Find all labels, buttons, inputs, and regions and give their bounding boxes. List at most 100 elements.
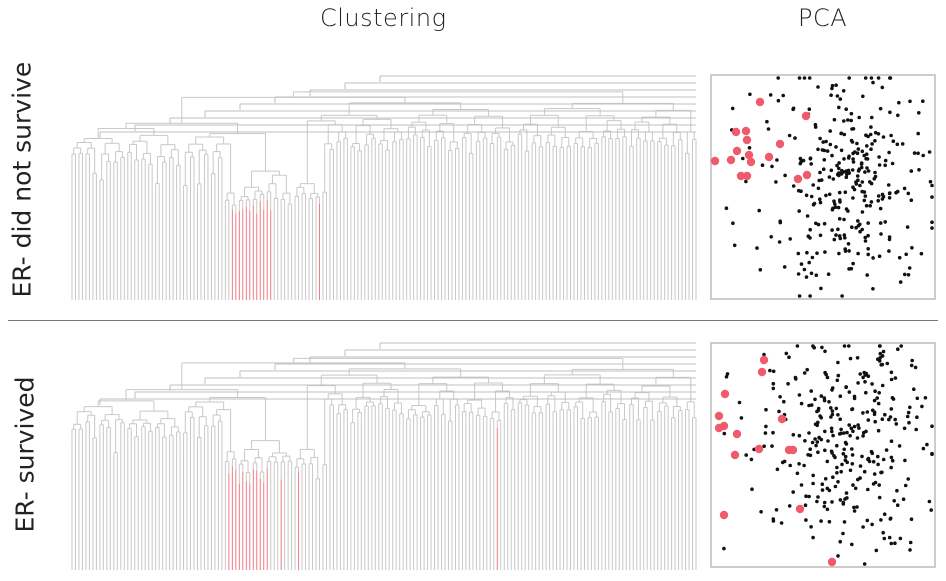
pca-point <box>846 118 850 122</box>
pca-point <box>816 406 821 411</box>
pca-point <box>829 426 834 431</box>
pca-point <box>822 221 827 226</box>
pca-highlight-point <box>775 139 785 149</box>
pca-point <box>908 99 912 104</box>
pca-point <box>865 410 870 414</box>
pca-point <box>799 262 804 266</box>
pca-point <box>877 391 881 395</box>
pca-point <box>909 198 914 202</box>
pca-point <box>834 145 838 149</box>
pca-point <box>818 233 823 238</box>
pca-point <box>905 225 910 229</box>
pca-point <box>880 417 885 422</box>
pca-point <box>876 198 880 203</box>
pca-point <box>855 356 860 360</box>
pca-point <box>865 518 870 523</box>
pca-point <box>912 387 916 392</box>
pca-point <box>837 432 842 436</box>
pca-point <box>744 179 748 184</box>
pca-point <box>899 344 903 348</box>
pca-point <box>850 225 854 229</box>
pca-highlight-point <box>741 126 751 136</box>
pca-point <box>830 388 834 392</box>
pca-point <box>776 98 781 103</box>
pca-point <box>816 186 821 191</box>
pca-point <box>860 210 865 214</box>
pca-point <box>878 106 883 111</box>
pca-point <box>855 436 860 440</box>
pca-point <box>865 144 869 148</box>
pca-point <box>838 539 842 544</box>
pca-point <box>851 127 856 131</box>
pca-point <box>862 469 867 474</box>
pca-point <box>814 221 818 226</box>
pca-point <box>770 444 774 448</box>
pca-point <box>764 407 768 412</box>
pca-point <box>808 294 812 298</box>
pca-point <box>838 198 842 202</box>
pca-point <box>779 521 784 525</box>
pca-point <box>811 535 815 540</box>
pca-point <box>819 437 824 442</box>
pca-point <box>847 344 851 348</box>
pca-point <box>866 233 870 238</box>
pca-point <box>811 344 815 348</box>
pca-point <box>777 409 781 414</box>
pca-point <box>811 473 815 478</box>
pca-point <box>854 182 859 186</box>
pca-point <box>871 459 876 464</box>
pca-point <box>849 426 854 431</box>
pca-point <box>835 378 840 383</box>
pca-point <box>870 142 874 146</box>
pca-point <box>828 142 833 147</box>
pca-point <box>797 209 801 213</box>
pca-point <box>834 233 838 237</box>
pca-point <box>819 415 823 420</box>
pca-point <box>818 170 822 175</box>
pca-point <box>813 397 817 402</box>
pca-point <box>860 180 865 184</box>
pca-highlight-point <box>714 411 724 421</box>
pca-point <box>799 159 803 164</box>
pca-point <box>826 272 831 277</box>
pca-point <box>769 235 773 239</box>
pca-point <box>910 246 914 250</box>
pca-point <box>827 400 831 404</box>
pca-point <box>846 242 851 246</box>
pca-point <box>829 168 834 173</box>
pca-point <box>895 142 900 147</box>
pca-point <box>843 236 847 240</box>
pca-highlight-point <box>777 414 787 424</box>
pca-point <box>843 454 848 459</box>
pca-point <box>871 482 876 486</box>
pca-highlight-point <box>731 127 741 137</box>
pca-point <box>887 417 891 422</box>
pca-point <box>794 377 798 381</box>
pca-point <box>847 154 851 159</box>
pca-point <box>897 100 901 105</box>
pca-point <box>844 175 849 179</box>
pca-point <box>851 185 855 189</box>
pca-point <box>846 209 850 213</box>
pca-point <box>877 495 882 500</box>
pca-point <box>917 111 921 115</box>
pca-point <box>913 365 918 370</box>
pca-highlight-point <box>742 171 752 181</box>
pca-point <box>826 439 830 443</box>
pca-point <box>804 494 808 499</box>
pca-frame-not-survived <box>710 74 936 300</box>
pca-point <box>923 396 928 400</box>
pca-point <box>831 177 836 181</box>
pca-point <box>878 351 883 356</box>
pca-point <box>784 351 789 356</box>
pca-point <box>851 261 855 266</box>
pca-point <box>888 76 893 80</box>
pca-point <box>739 416 744 420</box>
pca-point <box>864 152 869 156</box>
pca-point <box>722 431 727 436</box>
pca-point <box>860 149 865 154</box>
pca-point <box>836 554 840 558</box>
pca-point <box>842 119 846 123</box>
pca-point <box>725 372 730 376</box>
pca-point <box>731 221 735 225</box>
